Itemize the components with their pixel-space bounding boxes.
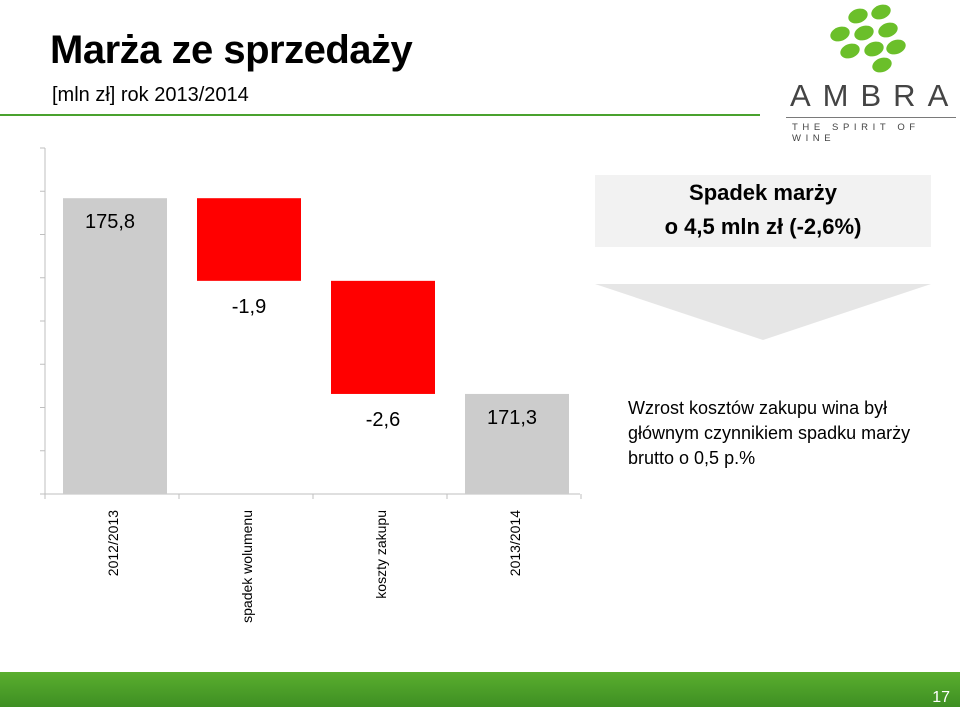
callout-title: Spadek marży — [689, 180, 837, 205]
category-label-0: 2012/2013 — [105, 510, 121, 576]
data-label-2: -2,6 — [366, 409, 400, 431]
down-arrow-icon — [595, 284, 931, 340]
logo-wordmark: AMBRA — [790, 78, 960, 113]
page-title: Marża ze sprzedaży — [50, 28, 413, 72]
data-label-1: -1,9 — [232, 296, 266, 318]
explanation-note: Wzrost kosztów zakupu wina był głównym c… — [628, 398, 911, 468]
bar-1 — [197, 198, 301, 281]
summary-callout: Spadek marży o 4,5 mln zł (-2,6%) — [595, 175, 931, 247]
data-label-3: 171,3 — [487, 407, 537, 429]
category-label-3: 2013/2014 — [507, 510, 523, 576]
bar-2 — [331, 280, 435, 394]
title-underline — [0, 114, 760, 116]
page-subtitle: [mln zł] rok 2013/2014 — [52, 84, 249, 106]
callout-value: o 4,5 mln zł (-2,6%) — [664, 214, 862, 239]
logo-tagline: THE SPIRIT OF WINE — [792, 122, 920, 144]
footer-bar: 17 — [0, 672, 960, 707]
waterfall-chart: 175,8 2012/2013 -1,9 spadek wolumenu -2,6 kos… — [40, 147, 582, 623]
logo-divider — [786, 117, 956, 118]
page-number: 17 — [932, 689, 950, 706]
ambra-logo-grapes-icon — [830, 4, 906, 73]
bar-0 — [63, 198, 167, 494]
category-label-2: koszty zakupu — [373, 510, 389, 599]
data-label-0: 175,8 — [85, 211, 135, 233]
bar-3 — [465, 393, 569, 494]
category-label-1: spadek wolumenu — [239, 510, 255, 623]
